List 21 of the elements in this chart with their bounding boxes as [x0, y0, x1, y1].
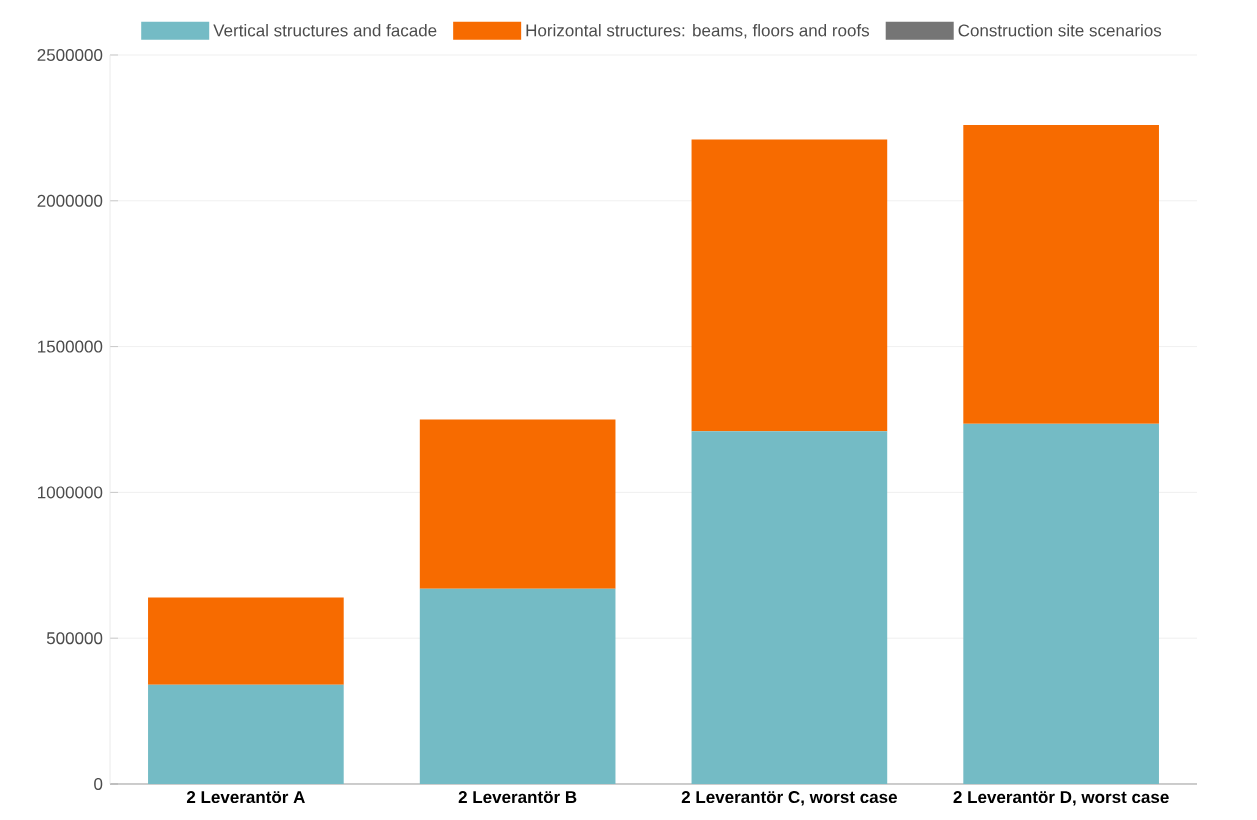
y-tick-label: 1500000 [38, 340, 103, 353]
y-tick-label: 2000000 [37, 194, 103, 207]
x-tick-label: 2 Leverantör B [458, 791, 577, 804]
y-tick-label: 500000 [46, 632, 103, 645]
bar [148, 684, 344, 784]
bar [963, 423, 1159, 784]
bar [691, 431, 888, 784]
x-tick-label: 2 Leverantör A [186, 791, 305, 804]
bar [419, 588, 616, 784]
y-tick-label: 0 [94, 777, 103, 791]
y-tick-label: 1000000 [38, 486, 103, 499]
legend-label: Construction site scenarios [958, 23, 1162, 37]
legend-label: Vertical structures and facade [213, 23, 437, 37]
bar [419, 419, 616, 589]
bar [691, 139, 888, 432]
legend-label: Horizontal structures: beams, floors and roofs [526, 23, 870, 39]
x-tick-label: 2 Leverantör D, worst case [953, 791, 1169, 806]
y-tick-label: 2500000 [37, 48, 103, 62]
bar [148, 597, 344, 685]
bar [963, 124, 1159, 424]
x-tick-label: 2 Leverantör C, worst case [681, 791, 897, 806]
